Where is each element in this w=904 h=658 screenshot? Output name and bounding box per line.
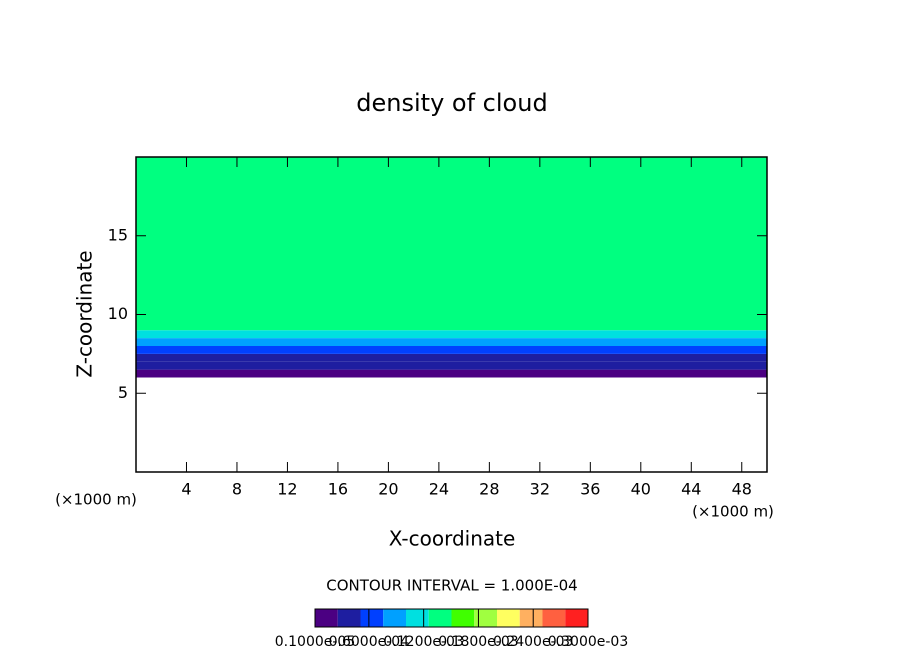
colorbar-tick-label: 0.1800e-03 [438,634,518,650]
density-band [136,283,767,315]
x-tick-label: 4 [181,480,191,499]
colorbar-swatch [406,609,429,627]
density-band [136,369,767,378]
density-band [136,353,767,362]
x-tick-label: 8 [232,480,242,499]
colorbar-swatch [383,609,406,627]
x-axis-label: X-coordinate [389,527,516,551]
x-tick-label: 20 [378,480,398,499]
density-band [136,188,767,220]
x-tick-label: 32 [530,480,550,499]
x-unit: (×1000 m) [692,503,774,521]
colorbar-swatch [428,609,452,627]
y-axis-label: Z-coordinate [73,250,97,377]
x-tick-label: 36 [580,480,600,499]
y-unit: (×1000 m) [55,491,137,509]
x-tick-label: 48 [732,480,752,499]
y-tick-label: 5 [118,383,128,402]
colorbar-swatch [474,609,497,627]
x-tick-label: 40 [631,480,651,499]
colorbar-swatch [497,609,520,627]
colorbar-swatch [542,609,566,627]
x-tick-label: 24 [429,480,449,499]
colorbar-swatch [315,609,338,627]
x-tick-label: 44 [681,480,701,499]
contour-note: CONTOUR INTERVAL = 1.000E-04 [326,577,577,595]
colorbar-swatch [360,609,384,627]
density-band [136,251,767,283]
colorbar-tick-label: 0.1200e-03 [383,634,463,650]
colorbar-tick-label: 0.1000e-05 [275,634,355,650]
y-tick-label: 15 [108,225,128,244]
x-tick-label: 12 [277,480,297,499]
colorbar-tick-label: 0.3000e-03 [548,634,628,650]
density-band [136,361,767,370]
density-band [136,220,767,252]
colorbar-swatch [519,609,543,627]
colorbar-swatch [451,609,475,627]
density-band [136,314,767,331]
chart-title: density of cloud [356,89,547,117]
x-tick-label: 16 [328,480,348,499]
colorbar-tick-label: 0.6000e-04 [329,634,410,650]
density-band [136,330,767,339]
density-band [136,338,767,346]
density-band [136,157,767,189]
colorbar-swatch [565,609,588,627]
colorbar-tick-label: 0.2400e-03 [493,634,573,650]
density-band [136,346,767,354]
y-tick-label: 10 [108,304,128,323]
colorbar-swatch [337,609,361,627]
x-tick-label: 28 [479,480,499,499]
